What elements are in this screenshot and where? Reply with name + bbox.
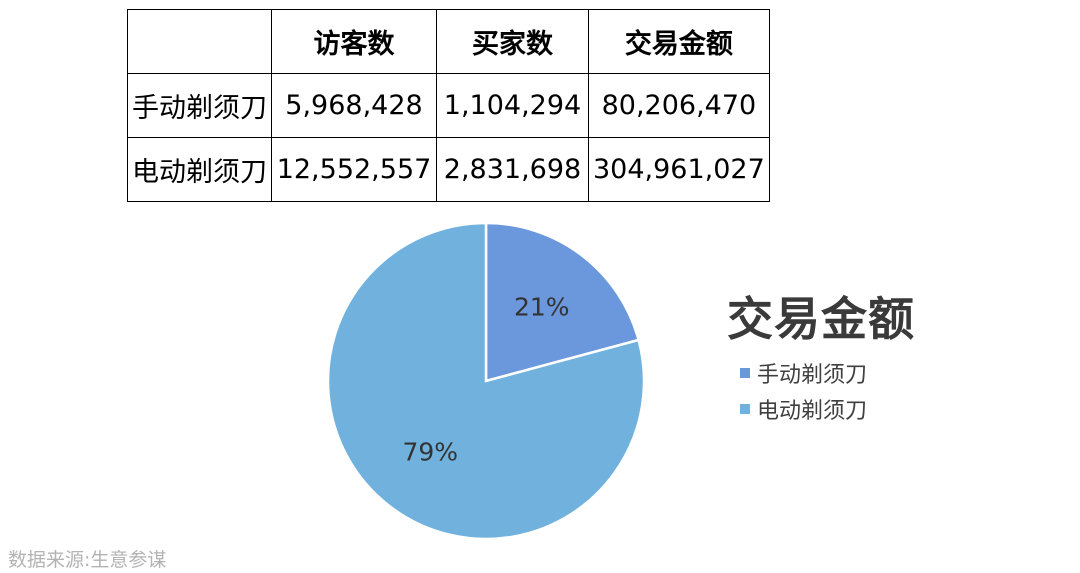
legend-label-manual: 手动剃须刀 — [757, 363, 868, 388]
chart-legend: 手动剃须刀 电动剃须刀 — [740, 355, 867, 427]
pie-chart: 21% 79% — [326, 221, 646, 541]
header-cell-amount: 交易金额 — [588, 9, 770, 74]
table-row: 电动剃须刀 12,552,557 2,831,698 304,961,027 — [127, 137, 770, 202]
cell-visitors: 5,968,428 — [271, 73, 437, 138]
legend-swatch-electric — [740, 404, 750, 414]
table-header-row: 访客数 买家数 交易金额 — [127, 9, 770, 74]
header-cell-empty — [127, 9, 272, 74]
table-row: 手动剃须刀 5,968,428 1,104,294 80,206,470 — [127, 73, 770, 138]
cell-buyers: 1,104,294 — [436, 73, 589, 138]
header-cell-buyers: 买家数 — [436, 9, 589, 74]
legend-swatch-manual — [740, 368, 750, 378]
source-note: 数据来源:生意参谋 — [8, 549, 167, 571]
chart-title: 交易金额 — [727, 292, 915, 346]
cell-buyers: 2,831,698 — [436, 137, 589, 202]
data-label-electric: 79% — [402, 438, 458, 467]
header-cell-visitors: 访客数 — [271, 9, 437, 74]
legend-item-electric: 电动剃须刀 — [740, 391, 867, 427]
legend-label-electric: 电动剃须刀 — [757, 399, 868, 424]
data-label-manual: 21% — [514, 292, 570, 321]
pie-slice-electric — [326, 221, 646, 541]
legend-item-manual: 手动剃须刀 — [740, 355, 867, 391]
cell-amount: 304,961,027 — [588, 137, 770, 202]
data-table: 访客数 买家数 交易金额 手动剃须刀 5,968,428 1,104,294 8… — [127, 9, 770, 202]
cell-visitors: 12,552,557 — [271, 137, 437, 202]
pie-slice-manual — [484, 221, 641, 383]
row-label: 电动剃须刀 — [127, 137, 272, 202]
row-label: 手动剃须刀 — [127, 73, 272, 138]
cell-amount: 80,206,470 — [588, 73, 770, 138]
